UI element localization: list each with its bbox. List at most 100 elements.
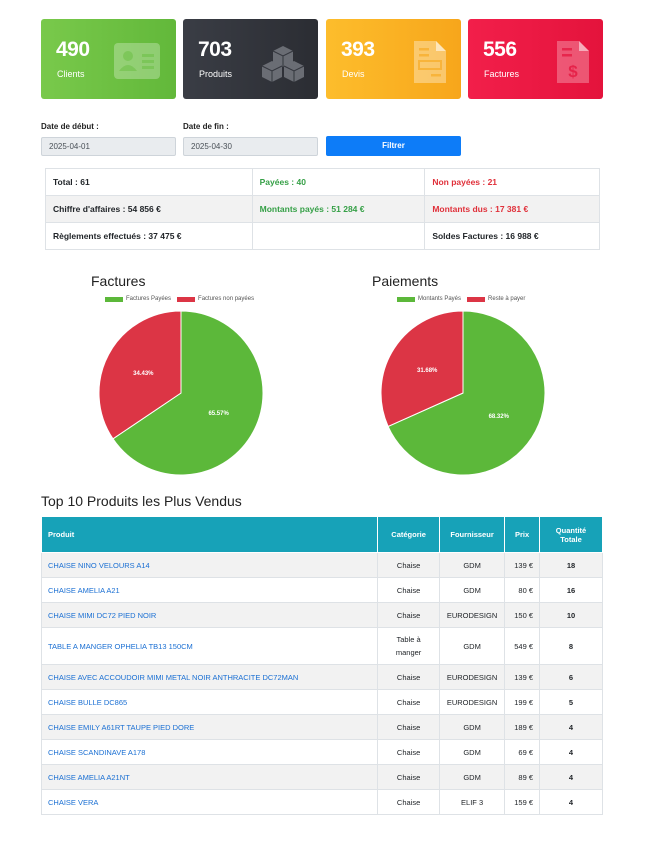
boxes-icon [261, 46, 305, 82]
product-quantity: 8 [539, 627, 603, 665]
product-name-link[interactable]: CHAISE VERA [40, 789, 379, 815]
table-row: CHAISE BULLE DC865 Chaise EURODESIGN 199 €5 [40, 689, 603, 715]
product-supplier: GDM [439, 627, 506, 665]
col-produit[interactable]: Produit [40, 516, 379, 553]
product-quantity: 16 [539, 577, 603, 603]
clients-card[interactable]: 490 Clients [41, 19, 176, 99]
product-name-link[interactable]: CHAISE AVEC ACCOUDOIR MIMI METAL NOIR AN… [40, 664, 379, 690]
top-products-title: Top 10 Produits les Plus Vendus [41, 493, 242, 509]
product-price: 69 € [504, 739, 541, 765]
clients-label: Clients [57, 69, 85, 79]
legend-swatch [177, 296, 196, 302]
product-supplier: GDM [439, 739, 506, 765]
pie-slice [112, 310, 264, 476]
product-category: Chaise [377, 689, 441, 715]
product-supplier: GDM [439, 552, 506, 578]
product-quantity: 4 [539, 714, 603, 740]
start-date-input[interactable]: 2025-04-01 [41, 137, 176, 156]
product-category: Chaise [377, 714, 441, 740]
end-date-label: Date de fin : [183, 122, 229, 131]
legend-swatch [105, 296, 123, 302]
legend-label: Montants Payés [418, 296, 462, 302]
paid-invoices: Payées : 40 [251, 168, 426, 196]
product-price: 139 € [504, 552, 541, 578]
col-quantite-line2: Totale [560, 534, 582, 544]
id-card-icon [114, 43, 160, 79]
product-category: Chaise [377, 764, 441, 790]
produits-count: 703 [198, 38, 232, 61]
product-price: 89 € [504, 764, 541, 790]
factures-count: 556 [483, 38, 517, 61]
pie-slice [387, 310, 546, 476]
total-invoices: Total : 61 [45, 168, 253, 196]
col-prix[interactable]: Prix [504, 516, 541, 553]
col-categorie[interactable]: Catégorie [377, 516, 441, 553]
pie-slice-label: 34.43% [133, 371, 154, 377]
product-quantity: 5 [539, 689, 603, 715]
col-quantite[interactable]: Quantité Totale [539, 516, 603, 553]
legend-label: Factures non payées [198, 296, 255, 302]
product-price: 189 € [504, 714, 541, 740]
product-category: Chaise [377, 739, 441, 765]
col-quantite-line1: Quantité [555, 525, 587, 535]
product-name-link[interactable]: CHAISE AMELIA A21NT [40, 764, 379, 790]
product-supplier: EURODESIGN [439, 602, 506, 628]
paiements-legend: Montants Payés Reste à payer [397, 296, 531, 302]
devis-count: 393 [341, 38, 375, 61]
devis-card[interactable]: 393 Devis [326, 19, 461, 99]
pie-slice-label: 31.68% [417, 368, 438, 374]
empty-cell [251, 222, 426, 250]
factures-pie-chart: 65.57% 34.43% [98, 310, 264, 476]
filter-button[interactable]: Filtrer [326, 136, 461, 156]
summary-table: Total : 61 Payées : 40 Non payées : 21 C… [45, 168, 600, 250]
start-date-label: Date de début : [41, 122, 99, 131]
table-row: CHAISE EMILY A61RT TAUPE PIED DORE Chaise… [40, 714, 603, 740]
product-price: 150 € [504, 602, 541, 628]
product-category: Chaise [377, 664, 441, 690]
product-name-link[interactable]: CHAISE EMILY A61RT TAUPE PIED DORE [40, 714, 379, 740]
product-name-link[interactable]: CHAISE AMELIA A21 [40, 577, 379, 603]
product-price: 139 € [504, 664, 541, 690]
product-supplier: EURODESIGN [439, 664, 506, 690]
product-category: Chaise [377, 552, 441, 578]
table-row: CHAISE MIMI DC72 PIED NOIR Chaise EURODESI… [40, 602, 603, 628]
paiements-pie-chart: 68.32% 31.68% [380, 310, 546, 476]
product-name-link[interactable]: CHAISE BULLE DC865 [40, 689, 379, 715]
unpaid-invoices: Non payées : 21 [424, 168, 600, 196]
product-quantity: 4 [539, 739, 603, 765]
invoice-dollar-icon: $ [557, 41, 589, 83]
table-row: CHAISE NINO VELOURS A14 Chaise GDM 139 €18 [40, 552, 603, 578]
factures-label: Factures [484, 69, 520, 79]
end-date-input[interactable]: 2025-04-30 [183, 137, 318, 156]
revenue: Chiffre d'affaires : 54 856 € [45, 195, 253, 223]
pie-slice [98, 310, 182, 440]
product-category: Chaise [377, 577, 441, 603]
document-icon [414, 41, 446, 83]
produits-card[interactable]: 703 Produits [183, 19, 318, 99]
product-supplier: GDM [439, 764, 506, 790]
pie-slice [380, 310, 464, 428]
factures-legend: Factures Payées Factures non payées [105, 296, 260, 302]
legend-label: Reste à payer [488, 296, 526, 302]
factures-card[interactable]: 556 Factures $ [468, 19, 603, 99]
product-name-link[interactable]: CHAISE MIMI DC72 PIED NOIR [40, 602, 379, 628]
product-quantity: 4 [539, 789, 603, 815]
product-quantity: 10 [539, 602, 603, 628]
product-supplier: ELIF 3 [439, 789, 506, 815]
product-quantity: 18 [539, 552, 603, 578]
table-row: TABLE A MANGER OPHELIA TB13 150CM Table à… [40, 627, 603, 665]
product-quantity: 4 [539, 764, 603, 790]
settlements: Règlements effectués : 37 475 € [45, 222, 253, 250]
legend-swatch [397, 296, 415, 302]
legend-swatch [467, 296, 486, 302]
product-category: Chaise [377, 602, 441, 628]
product-name-link[interactable]: TABLE A MANGER OPHELIA TB13 150CM [40, 627, 379, 665]
product-category: Chaise [377, 789, 441, 815]
devis-label: Devis [342, 69, 365, 79]
product-price: 549 € [504, 627, 541, 665]
product-name-link[interactable]: CHAISE NINO VELOURS A14 [40, 552, 379, 578]
product-price: 199 € [504, 689, 541, 715]
paiements-chart-title: Paiements [372, 273, 439, 289]
product-name-link[interactable]: CHAISE SCANDINAVE A178 [40, 739, 379, 765]
col-fournisseur[interactable]: Fournisseur [439, 516, 506, 553]
